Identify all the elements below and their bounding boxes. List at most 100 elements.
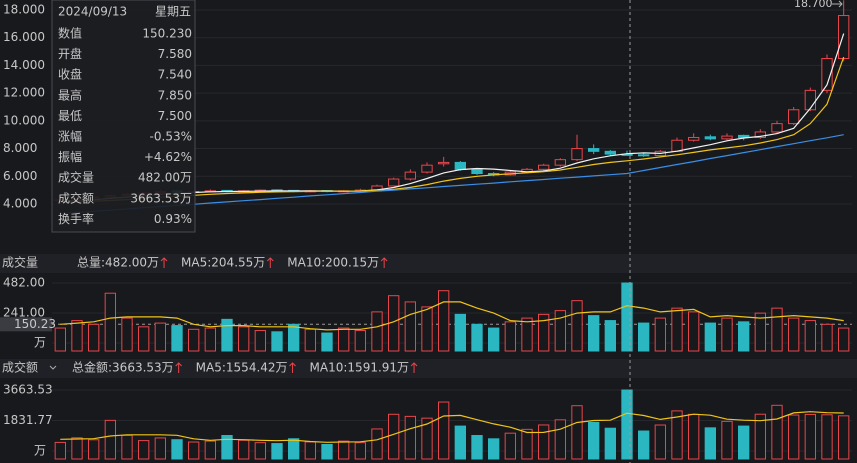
bar — [171, 325, 183, 352]
bar — [88, 439, 100, 460]
bar — [738, 425, 750, 460]
legend-arrow — [380, 257, 388, 268]
volume-header — [0, 254, 857, 273]
bar — [554, 419, 567, 460]
bar — [754, 413, 767, 460]
legend-entry: MA5:1554.42万 — [196, 361, 288, 375]
info-value: 7.850 — [158, 88, 192, 102]
info-label: 换手率 — [58, 211, 94, 226]
bar — [271, 443, 283, 460]
bar — [721, 420, 733, 460]
max-arrow — [832, 0, 843, 8]
bar — [321, 332, 333, 352]
bar — [88, 323, 100, 352]
bar — [838, 327, 850, 352]
y-tick-label: 10.000 — [3, 113, 45, 127]
bar — [138, 326, 150, 352]
y-tick-label: 3663.53 — [3, 383, 53, 397]
bar — [254, 330, 267, 352]
bar — [521, 428, 533, 460]
candle-body — [771, 123, 783, 133]
candle-body — [804, 89, 817, 111]
bar — [621, 282, 633, 352]
bar — [104, 292, 116, 352]
bar — [288, 323, 300, 352]
info-label: 成交量 — [58, 170, 94, 185]
bar — [771, 307, 783, 352]
marks — [54, 0, 850, 460]
overlay: 4.000 6.000 8.000 10.000 12.000 14.000 16.000 1… — [0, 0, 843, 458]
ma-line — [60, 411, 844, 443]
bar — [721, 317, 733, 352]
bar — [738, 321, 750, 352]
info-value: 150.230 — [142, 27, 192, 41]
bar — [454, 425, 466, 460]
bar — [671, 307, 683, 352]
bar — [471, 323, 483, 352]
bar — [188, 441, 200, 460]
bar — [154, 322, 167, 352]
info-value: +4.62% — [144, 150, 192, 164]
bar — [54, 327, 67, 352]
bar — [504, 321, 516, 352]
candle-body — [538, 164, 550, 170]
bar — [638, 322, 650, 352]
bar — [654, 424, 667, 460]
bar — [588, 421, 600, 460]
info-value: 7.500 — [158, 109, 192, 123]
bar — [71, 437, 83, 460]
bar — [571, 405, 583, 460]
info-value: 0.93% — [154, 212, 192, 226]
y-tick-label: 12.000 — [3, 86, 45, 100]
bar — [504, 432, 516, 460]
bar — [54, 441, 67, 460]
bar — [804, 320, 817, 352]
candle-body — [571, 148, 583, 161]
y-tick-label: 241.00 — [3, 306, 45, 320]
bar — [71, 320, 83, 352]
bar — [338, 327, 350, 352]
bar — [121, 434, 133, 460]
bar — [554, 310, 567, 352]
candle-body — [388, 178, 400, 187]
bar — [771, 404, 783, 460]
bar — [238, 326, 250, 352]
candle-body — [471, 168, 483, 175]
legend-entry: MA5:204.55万 — [181, 256, 265, 270]
dropdown-chevron[interactable] — [49, 365, 57, 370]
bar — [838, 415, 850, 460]
y-tick-label: 482.00 — [3, 276, 45, 290]
info-label: 收盘 — [58, 67, 82, 82]
y-tick-label: 16.000 — [3, 30, 45, 44]
candle-body — [454, 161, 466, 170]
bar — [688, 311, 700, 352]
legend-entry: 总量:482.00万 — [77, 256, 159, 270]
info-label: 振幅 — [58, 149, 82, 164]
candle-body — [438, 161, 450, 165]
bar — [404, 301, 416, 352]
info-value: 7.540 — [158, 68, 192, 82]
bar — [204, 440, 217, 460]
bar — [488, 438, 500, 460]
bar — [471, 435, 483, 460]
bar — [538, 313, 550, 352]
bar — [304, 441, 316, 460]
bar — [254, 442, 267, 460]
bar — [221, 318, 233, 352]
info-value: 7.580 — [158, 47, 192, 61]
bar — [421, 417, 433, 460]
y-tick-label: 8.000 — [3, 141, 37, 155]
y-tick-label: 18.000 — [3, 3, 45, 17]
bar — [654, 317, 667, 352]
bar — [271, 331, 283, 352]
info-value: -0.53% — [150, 130, 192, 144]
bar — [704, 427, 717, 460]
bar — [438, 290, 450, 352]
amount-header — [0, 359, 857, 378]
bar — [788, 414, 800, 460]
candle-body — [671, 139, 683, 152]
legend-entry: 总金额:3663.53万 — [72, 360, 174, 375]
y-tick-label: 6.000 — [3, 169, 37, 183]
bar — [621, 389, 633, 460]
